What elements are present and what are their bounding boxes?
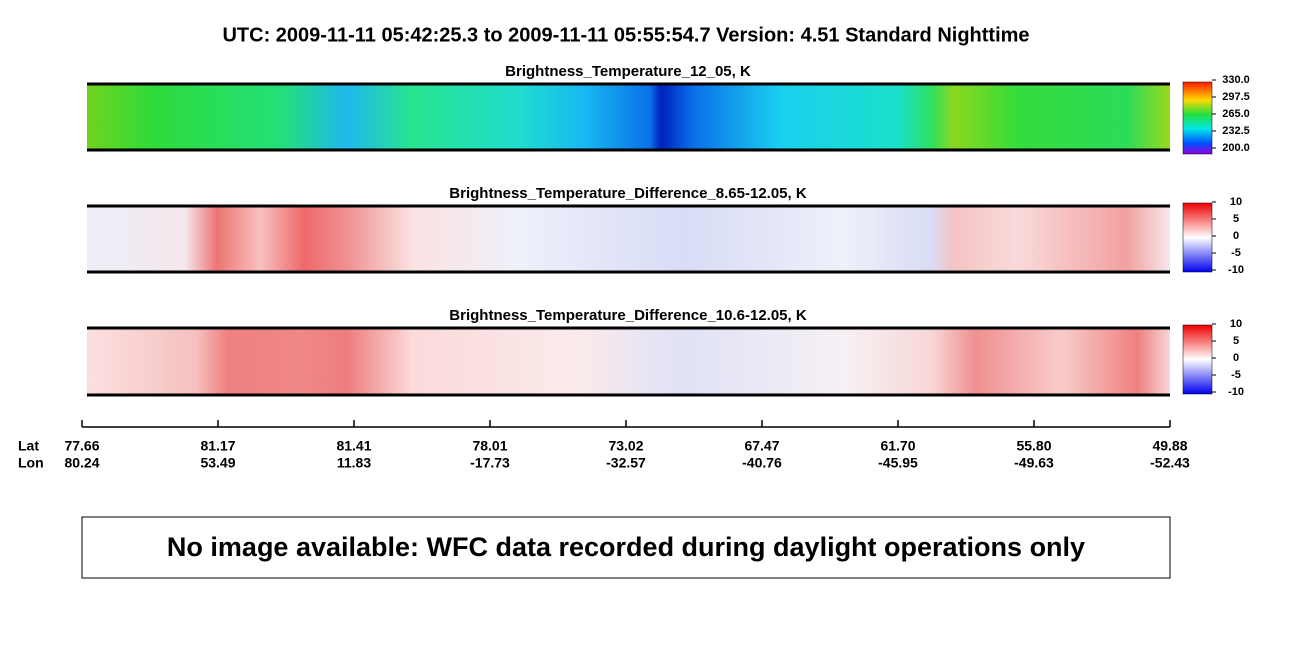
strip-borders [87,82,1170,397]
message: No image available: WFC data recorded du… [167,532,1085,562]
lat-tick-label: 61.70 [880,438,915,454]
colorbar-label: 0 [1233,230,1239,242]
lat-tick-label: 78.01 [472,438,507,454]
colorbar-label: 200.0 [1222,142,1250,154]
lon-tick-label: -40.76 [742,455,782,471]
lat-tick-label: 49.88 [1152,438,1187,454]
colorbar-label: 330.0 [1222,74,1250,86]
colorbar-label: -10 [1228,386,1244,398]
lat-tick-label: 81.17 [200,438,235,454]
lon-label: Lon [18,455,44,471]
colorbar-label: 10 [1230,318,1242,330]
lat-label: Lat [18,438,39,454]
lon-tick-label: -49.63 [1014,455,1054,471]
colorbar-label: -5 [1231,247,1241,259]
colorbar-label: 265.0 [1222,108,1250,120]
colorbar-label: 5 [1233,213,1239,225]
lon-tick-label: -32.57 [606,455,646,471]
lat-tick-label: 77.66 [64,438,99,454]
colorbar [1182,324,1213,395]
message-box [81,516,1171,579]
colorbar-label: 10 [1230,196,1242,208]
lon-tick-label: -17.73 [470,455,510,471]
title: UTC: 2009-11-11 05:42:25.3 to 2009-11-11… [222,24,1029,46]
lon-tick-label: -45.95 [878,455,918,471]
lon-tick-label: 80.24 [64,455,99,471]
lon-tick-label: -52.43 [1150,455,1190,471]
strip [87,206,1170,272]
panel-title: Brightness_Temperature_12_05, K [505,63,751,80]
colorbar-label: -5 [1231,369,1241,381]
panel-title: Brightness_Temperature_Difference_8.65-1… [449,185,807,202]
lon-tick-label: 11.83 [337,455,371,471]
colorbar-label: -10 [1228,264,1244,276]
lat-tick-label: 81.41 [336,438,371,454]
panel-title: Brightness_Temperature_Difference_10.6-1… [449,307,807,324]
lat-tick-label: 73.02 [608,438,643,454]
colorbar-label: 0 [1233,352,1239,364]
lat-tick-label: 55.80 [1016,438,1051,454]
colorbar-label: 5 [1233,335,1239,347]
lat-tick-label: 67.47 [744,438,779,454]
strip [87,328,1170,395]
colorbar-label: 232.5 [1222,125,1250,137]
colorbar-label: 297.5 [1222,91,1250,103]
colorbar [1182,202,1213,273]
lon-tick-label: 53.49 [200,455,235,471]
colorbar [1182,81,1213,155]
strip [87,84,1170,150]
